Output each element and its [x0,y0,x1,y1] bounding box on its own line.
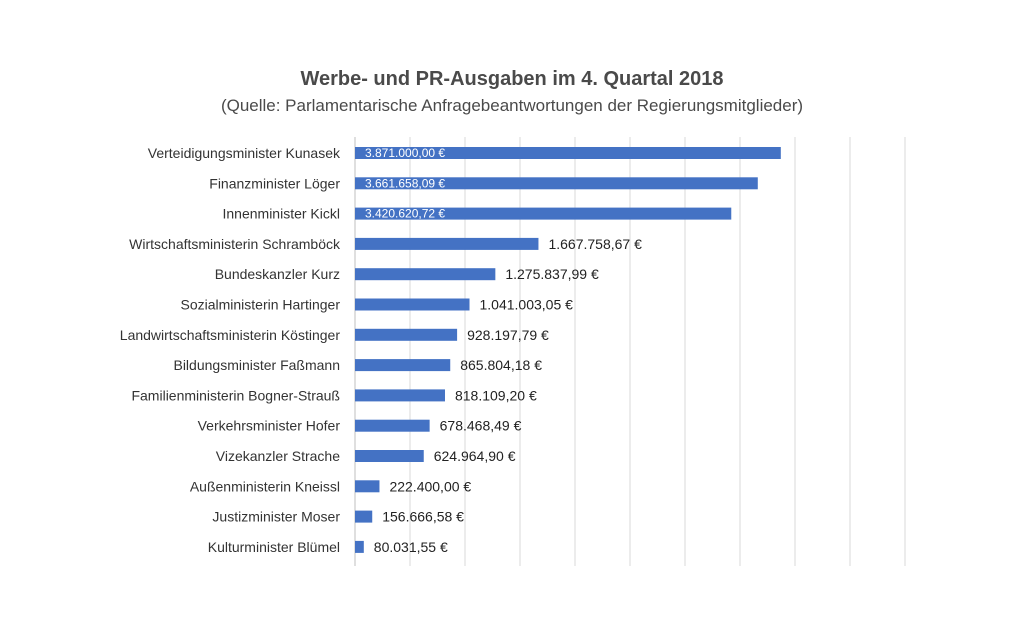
category-label: Verteidigungsminister Kunasek [148,145,341,161]
labels: Verteidigungsminister Kunasek 3.871.000,0… [120,145,642,555]
data-label: 678.468,49 € [440,418,522,434]
bar [355,177,758,190]
bar [355,207,732,220]
bar [355,510,373,523]
chart-subtitle: (Quelle: Parlamentarische Anfragebeantwo… [220,96,804,115]
category-label: Bundeskanzler Kurz [215,266,340,282]
data-label: 156.666,58 € [382,509,464,525]
bar [355,268,496,281]
category-label: Innenminister Kickl [223,206,341,222]
bar [355,480,380,493]
category-label: Justizminister Moser [212,509,340,525]
category-label: Verkehrsminister Hofer [198,418,341,434]
data-label: 928.197,79 € [467,327,549,343]
bar [355,540,364,553]
category-label: Außenministerin Kneissl [190,478,340,494]
bar [355,298,470,311]
bar [355,359,451,372]
bar [355,450,424,462]
data-label: 865.804,18 € [460,357,542,373]
category-label: Finanzminister Löger [209,175,340,191]
category-label: Landwirtschaftsministerin Köstinger [120,327,341,343]
data-label: 1.041.003,05 € [480,297,574,313]
data-label: 3.661.658,09 € [365,176,445,190]
data-label: 624.964,90 € [434,448,516,464]
data-label: 818.109,20 € [455,387,537,403]
data-label: 80.031,55 € [374,539,448,555]
bar [355,328,458,341]
bar [355,237,539,250]
data-label: 1.667.758,67 € [548,236,642,252]
category-label: Kulturminister Blümel [208,539,340,555]
category-label: Familienministerin Bogner-Strauß [131,387,340,403]
data-label: 3.871.000,00 € [365,146,445,160]
gridlines [354,137,906,566]
category-label: Bildungsminister Faßmann [173,357,340,373]
data-label: 222.400,00 € [389,478,471,494]
bars [355,147,781,553]
category-label: Wirtschaftsministerin Schramböck [129,236,341,252]
data-label: 1.275.837,99 € [505,266,599,282]
bar [355,389,445,402]
data-label: 3.420.620,72 € [365,207,445,221]
category-label: Sozialministerin Hartinger [180,297,340,313]
bar [355,419,430,432]
bar [355,147,781,159]
chart-title: Werbe- und PR-Ausgaben im 4. Quartal 201… [300,68,724,90]
category-label: Vizekanzler Strache [216,448,340,464]
